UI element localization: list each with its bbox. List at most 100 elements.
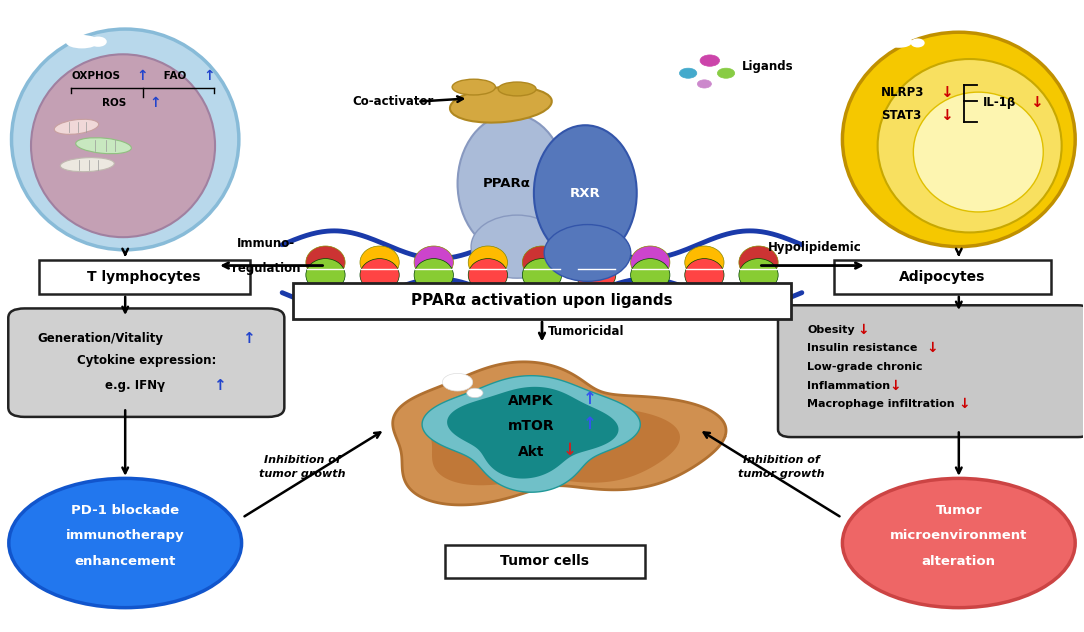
Ellipse shape	[67, 36, 98, 47]
Text: ROS: ROS	[102, 98, 127, 108]
Text: ↑: ↑	[150, 96, 162, 110]
Text: OXPHOS: OXPHOS	[72, 71, 120, 82]
Text: Insulin resistance: Insulin resistance	[808, 343, 918, 353]
Text: Tumoricidal: Tumoricidal	[547, 325, 624, 338]
Ellipse shape	[306, 258, 345, 291]
Text: Tumor cells: Tumor cells	[500, 554, 590, 568]
Ellipse shape	[76, 138, 131, 154]
Text: e.g. IFNγ: e.g. IFNγ	[105, 379, 166, 392]
Text: ↓: ↓	[958, 398, 970, 411]
Text: STAT3: STAT3	[881, 109, 921, 122]
Text: immunotherapy: immunotherapy	[66, 529, 184, 542]
Ellipse shape	[61, 157, 114, 172]
Text: AMPK: AMPK	[508, 394, 554, 408]
Bar	[835, 260, 1050, 294]
Ellipse shape	[452, 79, 495, 95]
Polygon shape	[422, 375, 641, 492]
Text: microenvironment: microenvironment	[890, 529, 1028, 542]
Text: enhancement: enhancement	[75, 556, 176, 568]
Ellipse shape	[739, 258, 778, 291]
FancyBboxPatch shape	[778, 305, 1084, 437]
Ellipse shape	[12, 29, 238, 250]
Ellipse shape	[534, 125, 636, 261]
Text: Ligands: Ligands	[743, 61, 793, 73]
Text: Akt: Akt	[518, 444, 544, 459]
Text: Inflammation: Inflammation	[808, 380, 890, 391]
Ellipse shape	[842, 32, 1075, 246]
Text: Inhibition of: Inhibition of	[264, 455, 341, 465]
Ellipse shape	[91, 37, 106, 46]
Ellipse shape	[700, 55, 720, 66]
Text: tumor growth: tumor growth	[259, 469, 346, 478]
Ellipse shape	[544, 224, 631, 281]
Ellipse shape	[468, 258, 507, 291]
Ellipse shape	[9, 478, 242, 607]
Ellipse shape	[577, 258, 616, 291]
Text: ↑: ↑	[583, 390, 596, 408]
Ellipse shape	[697, 80, 711, 88]
Text: Obesity: Obesity	[808, 325, 855, 335]
Text: ↑: ↑	[203, 70, 215, 83]
Ellipse shape	[450, 87, 552, 123]
Text: RXR: RXR	[570, 186, 601, 200]
Text: ↓: ↓	[1031, 95, 1043, 111]
Text: ↓: ↓	[927, 341, 939, 355]
Ellipse shape	[631, 246, 670, 279]
Text: Hypolipidemic: Hypolipidemic	[767, 241, 862, 254]
Ellipse shape	[31, 54, 215, 237]
Text: ↑: ↑	[583, 415, 596, 434]
Ellipse shape	[522, 258, 562, 291]
Ellipse shape	[680, 68, 697, 78]
Bar	[39, 260, 249, 294]
Text: Tumor: Tumor	[935, 504, 982, 517]
Text: PPARα activation upon ligands: PPARα activation upon ligands	[411, 293, 673, 308]
FancyBboxPatch shape	[9, 308, 284, 417]
Text: tumor growth: tumor growth	[738, 469, 825, 478]
Text: ↓: ↓	[941, 108, 953, 123]
Bar	[293, 283, 791, 319]
Text: ↓: ↓	[857, 323, 869, 337]
Text: alteration: alteration	[921, 556, 996, 568]
Text: ↑: ↑	[242, 331, 255, 346]
Text: mTOR: mTOR	[508, 420, 555, 434]
Text: IL-1β: IL-1β	[982, 96, 1016, 109]
Text: FAO: FAO	[159, 71, 186, 82]
Ellipse shape	[306, 246, 345, 279]
Text: ↓: ↓	[564, 441, 577, 459]
Ellipse shape	[472, 215, 563, 278]
Ellipse shape	[360, 246, 399, 279]
Text: ↓: ↓	[941, 85, 953, 100]
Text: Immuno-: Immuno-	[237, 237, 295, 250]
Ellipse shape	[414, 246, 453, 279]
Ellipse shape	[739, 246, 778, 279]
Text: Cytokine expression:: Cytokine expression:	[77, 355, 216, 367]
Ellipse shape	[457, 114, 566, 253]
Ellipse shape	[468, 246, 507, 279]
Bar	[444, 545, 645, 578]
Text: Generation/Vitality: Generation/Vitality	[38, 332, 164, 345]
Text: ↓: ↓	[889, 379, 901, 392]
Ellipse shape	[718, 68, 735, 78]
Ellipse shape	[912, 39, 924, 46]
Text: Adipocytes: Adipocytes	[900, 270, 985, 284]
Ellipse shape	[499, 82, 537, 96]
Polygon shape	[447, 387, 619, 478]
Text: regulation: regulation	[232, 262, 300, 276]
Text: Co-activator: Co-activator	[352, 95, 434, 108]
Text: Low-grade chronic: Low-grade chronic	[808, 362, 922, 372]
Text: ↑: ↑	[214, 377, 225, 392]
Ellipse shape	[442, 374, 473, 391]
Ellipse shape	[631, 258, 670, 291]
Text: NLRP3: NLRP3	[881, 85, 925, 99]
Ellipse shape	[522, 246, 562, 279]
Ellipse shape	[685, 246, 724, 279]
Text: ↑: ↑	[136, 70, 147, 83]
Ellipse shape	[577, 246, 616, 279]
Ellipse shape	[54, 119, 99, 135]
Ellipse shape	[467, 388, 483, 398]
Ellipse shape	[888, 37, 912, 47]
Ellipse shape	[414, 258, 453, 291]
Polygon shape	[428, 377, 680, 485]
Text: PPARα: PPARα	[482, 177, 530, 190]
Ellipse shape	[360, 258, 399, 291]
